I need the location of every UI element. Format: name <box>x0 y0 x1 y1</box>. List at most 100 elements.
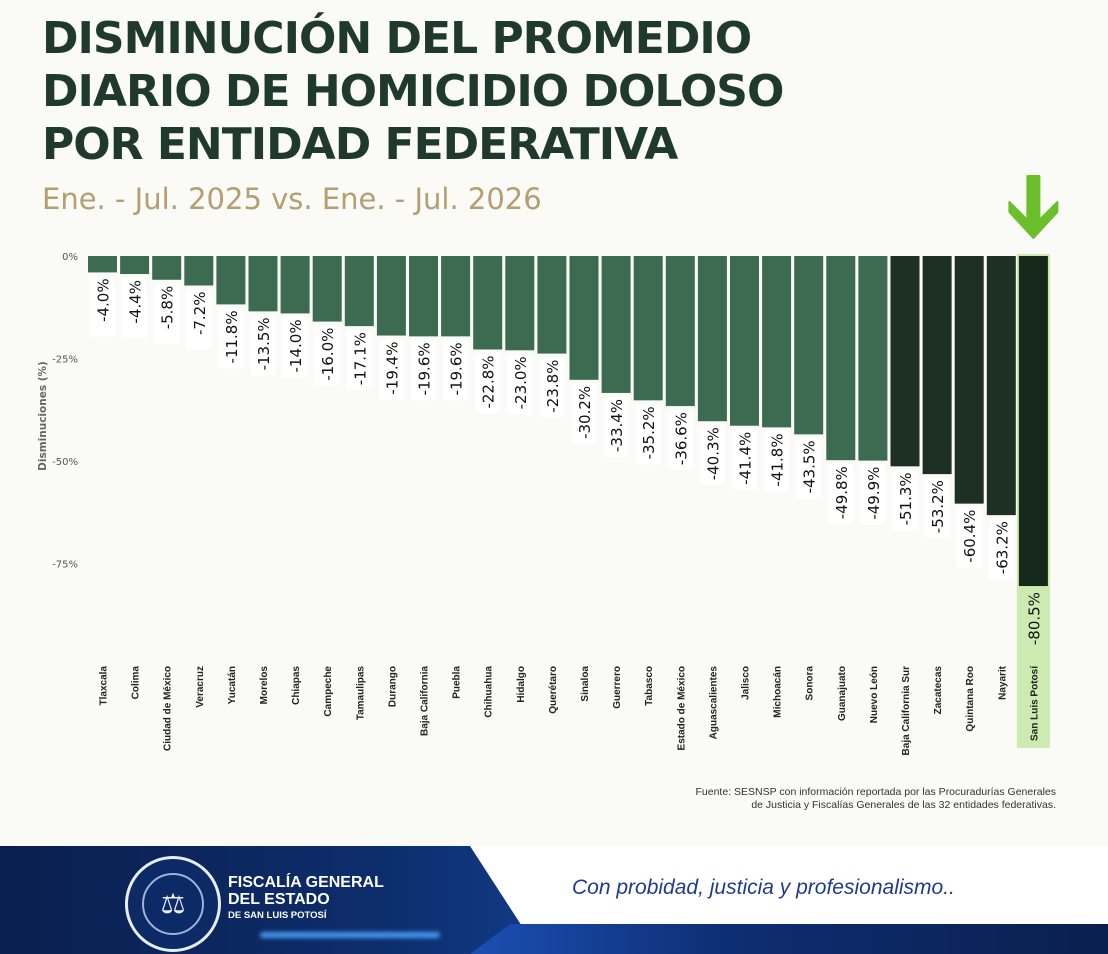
bar <box>280 256 310 314</box>
value-label: -60.4% <box>961 510 979 563</box>
bar <box>633 256 663 401</box>
value-label-bg <box>282 317 308 378</box>
value-label-bg <box>764 431 790 492</box>
bar <box>537 256 567 354</box>
value-label-bg <box>218 308 244 369</box>
value-label-bg <box>250 315 276 376</box>
category-label: Guerrero <box>612 666 623 709</box>
value-label: -35.2% <box>640 406 658 459</box>
value-label-bg <box>860 464 886 525</box>
value-label: -17.1% <box>351 332 369 385</box>
category-label: San Luis Potosí <box>1029 665 1040 741</box>
category-label: Yucatán <box>227 666 238 704</box>
bar <box>665 256 695 407</box>
value-label: -11.8% <box>223 310 241 363</box>
value-label: -16.0% <box>319 328 337 381</box>
bar <box>184 256 214 286</box>
value-label: -49.8% <box>833 466 851 519</box>
bar <box>344 256 374 327</box>
value-label-bg <box>378 339 404 400</box>
value-label-bg <box>892 470 918 531</box>
bar <box>986 256 1016 516</box>
category-label: Quintana Roo <box>965 666 976 732</box>
footer-glow <box>260 932 440 938</box>
y-axis-label: Disminuciones (%) <box>37 361 49 471</box>
value-label: -33.4% <box>608 399 626 452</box>
category-label: Puebla <box>452 666 463 699</box>
value-label: -19.4% <box>383 342 401 395</box>
category-label: Estado de México <box>676 666 687 750</box>
value-label-bg <box>122 278 148 339</box>
value-label: -14.0% <box>287 319 305 372</box>
scales-of-justice-icon: ⚖ <box>142 873 204 935</box>
value-label-bg <box>314 325 340 386</box>
value-label-bg <box>475 353 501 414</box>
category-label: Nayarit <box>997 665 1008 700</box>
value-label-bg <box>956 507 982 568</box>
bar <box>890 256 920 467</box>
value-label-bg <box>828 464 854 525</box>
value-label: -13.5% <box>255 317 273 370</box>
value-label: -23.8% <box>544 360 562 413</box>
value-label-bg <box>539 357 565 418</box>
value-label-bg <box>507 354 533 415</box>
category-label: Aguascalientes <box>708 666 719 740</box>
chart-title: DISMINUCIÓN DEL PROMEDIO DIARIO DE HOMIC… <box>42 12 942 171</box>
value-label-bg <box>346 330 372 391</box>
bar-chart: 0% -25% -50% -75% Disminuciones (%) -4.0% Tlax… <box>37 175 1059 756</box>
y-tick-label: -75% <box>52 560 78 571</box>
bar <box>1018 256 1048 587</box>
category-label: Guanajuato <box>837 666 848 721</box>
value-label-bg <box>924 478 950 539</box>
slogan: Con probidad, justicia y profesionalismo… <box>572 876 955 899</box>
value-label: -43.5% <box>801 440 819 493</box>
value-label: -80.5% <box>1025 592 1043 645</box>
bar <box>120 256 150 275</box>
value-label-bg <box>699 425 725 486</box>
bar <box>762 256 792 428</box>
bar <box>954 256 984 504</box>
source-note: Fuente: SESNSP con información reportada… <box>496 786 1057 812</box>
bar <box>697 256 727 422</box>
category-label: Baja California <box>420 666 431 736</box>
source-line: Fuente: SESNSP con información reportada… <box>695 786 1057 798</box>
org-name-line1: FISCALÍA GENERAL <box>228 874 384 891</box>
bar <box>826 256 856 461</box>
value-label-bg <box>667 410 693 471</box>
chart-subtitle: Ene. - Jul. 2025 vs. Ene. - Jul. 2026 <box>42 182 542 216</box>
y-tick-label: 0% <box>62 252 78 263</box>
category-label: Tlaxcala <box>99 666 110 706</box>
value-label-bg <box>732 429 757 490</box>
category-label: Campeche <box>323 666 334 717</box>
category-label: Durango <box>387 666 398 707</box>
bar <box>505 256 535 351</box>
category-label: Michoacán <box>773 666 784 718</box>
bar <box>569 256 599 380</box>
category-label: Ciudad de México <box>163 666 174 751</box>
source-line: de Justicia y Fiscalías Generales de las… <box>751 799 1056 811</box>
bar <box>152 256 182 280</box>
category-label: Baja California Sur <box>901 666 912 756</box>
value-label: -22.8% <box>480 355 498 408</box>
footer-banner: ⚖ FISCALÍA GENERAL DEL ESTADO DE SAN LUI… <box>0 846 1108 954</box>
category-label: Nuevo León <box>869 666 880 723</box>
bar <box>730 256 759 426</box>
value-label-bg <box>988 519 1014 580</box>
category-label: Veracruz <box>195 666 206 708</box>
category-label: Zacatecas <box>933 666 944 715</box>
category-label: Sinaloa <box>580 666 591 702</box>
bar <box>794 256 824 435</box>
value-label: -36.6% <box>672 412 690 465</box>
category-label: Chiapas <box>291 666 302 705</box>
category-label: Hidalgo <box>516 666 527 703</box>
value-label: -19.6% <box>416 342 434 395</box>
value-label-bg <box>411 340 436 401</box>
bar <box>409 256 438 337</box>
org-name-line2: DEL ESTADO <box>228 891 330 908</box>
title-line: POR ENTIDAD FEDERATIVA <box>42 119 678 170</box>
value-label-bg <box>635 404 661 465</box>
value-label: -53.2% <box>929 480 947 533</box>
value-label: -23.0% <box>512 356 530 409</box>
bar <box>376 256 406 336</box>
category-label: Querétaro <box>548 666 559 714</box>
